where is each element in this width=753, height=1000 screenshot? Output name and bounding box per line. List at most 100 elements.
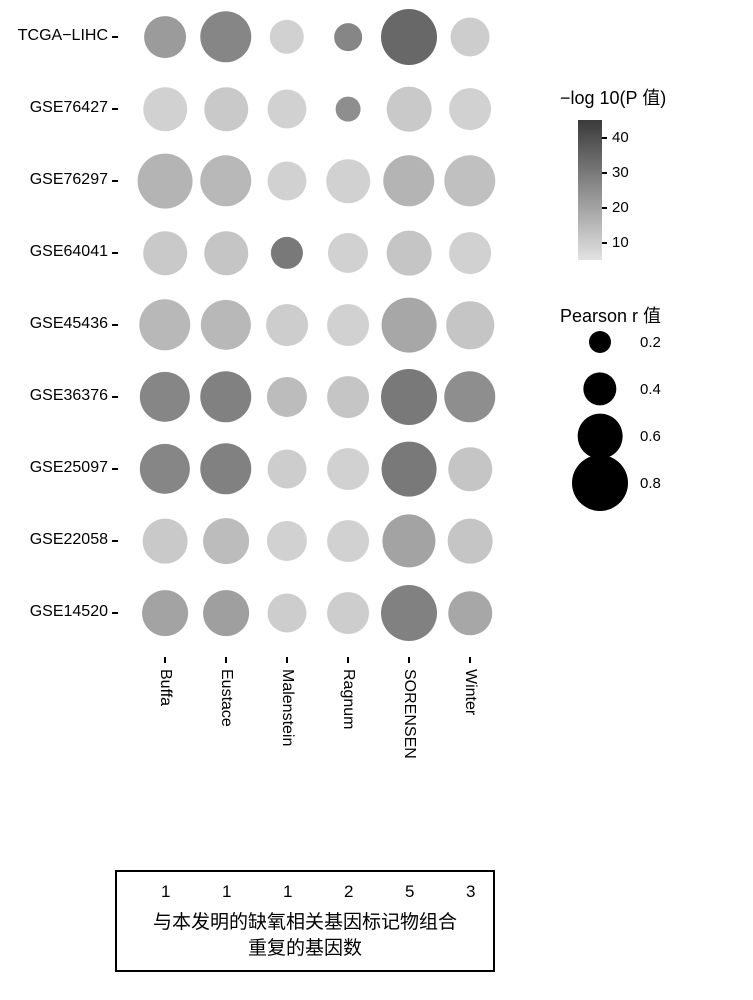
bubble xyxy=(140,372,190,422)
bubble xyxy=(271,237,303,269)
bubble xyxy=(326,159,370,203)
color-legend-tick-label: 30 xyxy=(612,164,629,181)
bubble xyxy=(268,162,307,201)
bubble xyxy=(138,154,193,209)
bubble xyxy=(200,443,251,494)
y-tick xyxy=(112,252,118,254)
bubble xyxy=(266,304,308,346)
overlap-count-text-line1: 与本发明的缺氧相关基因标记物组合 xyxy=(117,907,493,934)
y-tick xyxy=(112,36,118,38)
bubble xyxy=(268,594,307,633)
bubble xyxy=(451,18,490,57)
bubble xyxy=(327,520,369,562)
y-tick xyxy=(112,396,118,398)
bubble xyxy=(448,447,492,491)
y-tick xyxy=(112,468,118,470)
y-tick xyxy=(112,540,118,542)
bubble xyxy=(144,16,186,58)
bubble xyxy=(140,444,190,494)
size-legend-dot xyxy=(583,372,616,405)
bubble xyxy=(270,20,304,54)
overlap-count-number: 2 xyxy=(344,882,353,902)
bubble xyxy=(382,514,435,567)
size-legend-dot xyxy=(578,414,623,459)
color-legend-bar xyxy=(578,120,602,260)
size-legend-dot xyxy=(572,455,628,511)
x-label: Winter xyxy=(461,669,479,715)
bubble xyxy=(381,585,437,641)
size-legend-label: 0.4 xyxy=(640,381,661,398)
y-tick xyxy=(112,612,118,614)
bubble xyxy=(327,304,369,346)
bubble xyxy=(204,87,248,131)
bubble xyxy=(444,155,495,206)
bubble xyxy=(387,87,432,132)
bubble xyxy=(268,450,307,489)
bubble xyxy=(143,87,187,131)
overlap-count-number: 1 xyxy=(222,882,231,902)
x-label: Malenstein xyxy=(278,669,296,746)
y-label: GSE76297 xyxy=(30,171,108,189)
y-tick xyxy=(112,180,118,182)
color-legend-tick-label: 40 xyxy=(612,129,629,146)
x-tick xyxy=(286,657,288,663)
color-legend-tick xyxy=(602,242,607,244)
x-tick xyxy=(469,657,471,663)
bubble xyxy=(382,298,437,353)
x-tick xyxy=(408,657,410,663)
bubble xyxy=(327,592,369,634)
size-legend-label: 0.2 xyxy=(640,334,661,351)
overlap-count-number: 1 xyxy=(283,882,292,902)
y-tick xyxy=(112,108,118,110)
size-legend-dot xyxy=(589,331,611,353)
color-legend-tick xyxy=(602,137,607,139)
y-label: GSE25097 xyxy=(30,459,108,477)
bubble xyxy=(387,231,432,276)
color-legend-tick-label: 10 xyxy=(612,234,629,251)
bubble xyxy=(267,521,307,561)
x-tick xyxy=(164,657,166,663)
bubble xyxy=(268,90,307,129)
x-label: Ragnum xyxy=(339,669,357,729)
bubble xyxy=(382,442,437,497)
y-tick xyxy=(112,324,118,326)
bubble xyxy=(203,590,249,636)
x-label: Buffa xyxy=(156,669,174,706)
overlap-count-number: 5 xyxy=(405,882,414,902)
y-label: TCGA−LIHC xyxy=(18,27,108,45)
bubble xyxy=(336,97,361,122)
y-label: GSE22058 xyxy=(30,531,108,549)
x-tick xyxy=(347,657,349,663)
bubble xyxy=(203,518,249,564)
bubble xyxy=(449,88,491,130)
bubble xyxy=(267,377,307,417)
bubble xyxy=(142,590,188,636)
bubble xyxy=(143,231,187,275)
x-label: Eustace xyxy=(217,669,235,727)
size-legend-label: 0.6 xyxy=(640,428,661,445)
bubble xyxy=(383,155,434,206)
x-label: SORENSEN xyxy=(400,669,418,759)
size-legend-title: Pearson r 值 xyxy=(560,302,661,328)
color-legend-tick-label: 20 xyxy=(612,199,629,216)
overlap-count-number: 3 xyxy=(466,882,475,902)
bubble xyxy=(449,232,491,274)
y-label: GSE45436 xyxy=(30,315,108,333)
bubble xyxy=(200,11,251,62)
bubble xyxy=(327,448,369,490)
y-label: GSE14520 xyxy=(30,603,108,621)
overlap-count-text-line2: 重复的基因数 xyxy=(117,933,493,960)
bubble xyxy=(200,155,251,206)
bubble xyxy=(328,233,368,273)
bubble xyxy=(204,231,248,275)
size-legend-label: 0.8 xyxy=(640,475,661,492)
x-tick xyxy=(225,657,227,663)
bubble-chart-figure: TCGA−LIHCGSE76427GSE76297GSE64041GSE4543… xyxy=(0,0,753,1000)
y-label: GSE36376 xyxy=(30,387,108,405)
bubble xyxy=(139,299,190,350)
y-label: GSE64041 xyxy=(30,243,108,261)
bubble xyxy=(381,369,437,425)
bubble xyxy=(444,371,495,422)
bubble xyxy=(334,23,362,51)
overlap-count-box: 111253 与本发明的缺氧相关基因标记物组合 重复的基因数 xyxy=(115,870,495,972)
